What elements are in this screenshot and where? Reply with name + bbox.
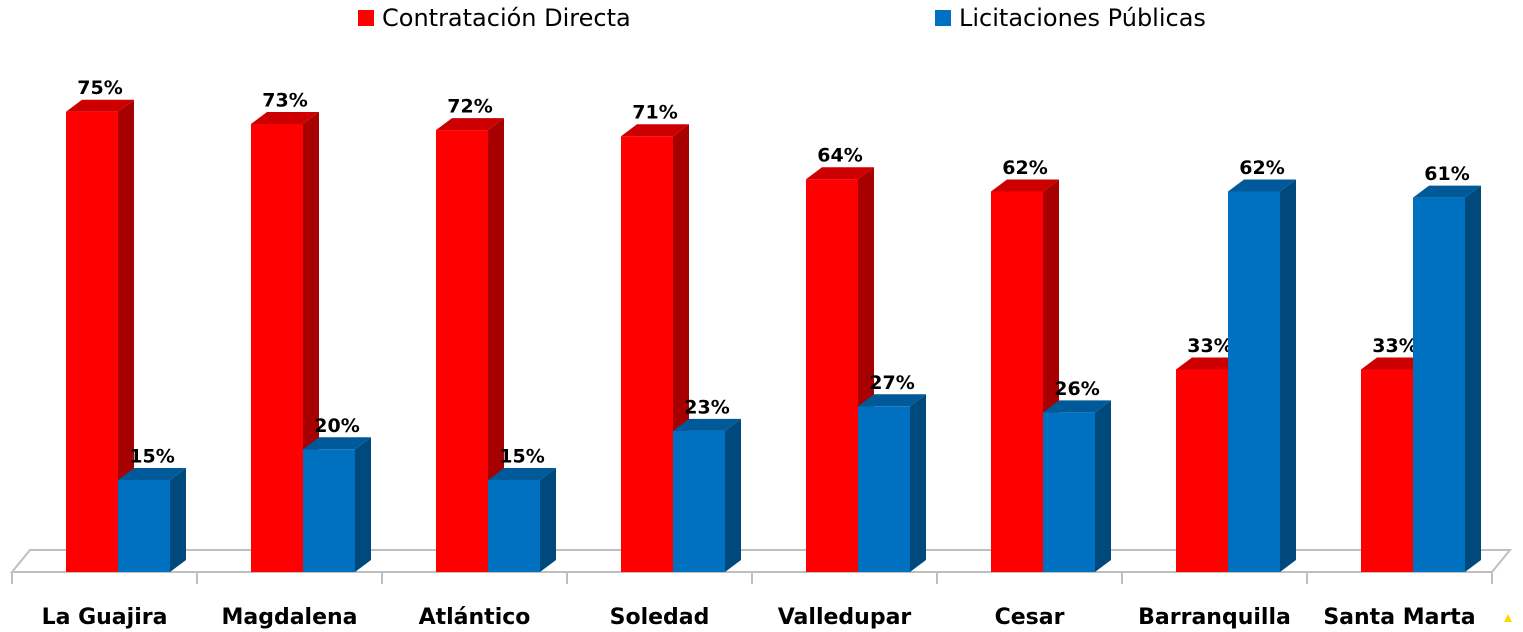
data-label: 61%: [1424, 163, 1469, 185]
data-label: 64%: [817, 145, 862, 167]
bar-side: [540, 467, 556, 572]
legend-label: Licitaciones Públicas: [959, 4, 1206, 32]
bar-top: [858, 394, 926, 407]
bar-top: [303, 437, 371, 450]
data-label: 27%: [869, 372, 914, 394]
bar: [488, 479, 540, 572]
x-tick-label: Magdalena: [221, 605, 357, 630]
bar-top: [436, 118, 504, 131]
bar-top: [488, 467, 556, 480]
bar: [1228, 191, 1280, 572]
bar-top: [621, 124, 689, 137]
x-tick-label: Valledupar: [778, 605, 912, 630]
bar-side: [725, 418, 741, 572]
data-label: 75%: [77, 77, 122, 99]
bar: [673, 430, 725, 572]
bar-top: [66, 99, 134, 112]
bar-top: [1228, 179, 1296, 192]
bar: [991, 191, 1043, 572]
bar: [251, 123, 303, 573]
legend-swatch: [358, 10, 374, 26]
bar: [1043, 412, 1095, 572]
bar: [1413, 197, 1465, 573]
bar-top: [1043, 400, 1111, 413]
legend-swatch: [935, 10, 951, 26]
data-label: 62%: [1239, 157, 1284, 179]
x-tick-label: La Guajira: [42, 605, 168, 630]
bar: [806, 179, 858, 572]
x-tick-label: Atlántico: [419, 605, 531, 630]
bar-top: [806, 167, 874, 180]
bar-side: [355, 437, 371, 572]
bar-top: [1413, 185, 1481, 198]
bar-top: [1361, 357, 1429, 370]
bar-top: [991, 179, 1059, 192]
bar-side: [1280, 179, 1296, 572]
data-label: 72%: [447, 96, 492, 118]
bar-side: [910, 394, 926, 572]
x-tick-label: Santa Marta: [1323, 605, 1475, 630]
bar: [858, 406, 910, 572]
bar: [118, 479, 170, 572]
data-label: 73%: [262, 89, 307, 111]
data-label: 33%: [1372, 335, 1417, 357]
data-label: 20%: [314, 415, 359, 437]
legend-label: Contratación Directa: [382, 4, 631, 32]
x-tick-label: Soledad: [610, 605, 710, 630]
bar: [66, 111, 118, 572]
bar: [303, 449, 355, 572]
data-label: 71%: [632, 102, 677, 124]
data-label: 33%: [1187, 335, 1232, 357]
x-tick-label: Cesar: [995, 605, 1065, 630]
bar-side: [118, 99, 134, 572]
bar-top: [251, 111, 319, 124]
bar-top: [118, 467, 186, 480]
x-tick-label: Barranquilla: [1138, 605, 1291, 630]
bar-top: [1176, 357, 1244, 370]
bar: [1176, 369, 1228, 572]
bar: [621, 136, 673, 573]
bar-top: [673, 418, 741, 431]
data-label: 15%: [129, 445, 174, 467]
bar-side: [488, 118, 504, 572]
data-label: 15%: [499, 445, 544, 467]
bar: [436, 130, 488, 572]
bar: [1361, 369, 1413, 572]
corner-marker: [1504, 614, 1512, 622]
data-label: 62%: [1002, 157, 1047, 179]
bar-side: [170, 467, 186, 572]
bar-side: [1465, 185, 1481, 573]
data-label: 26%: [1054, 378, 1099, 400]
data-label: 23%: [684, 396, 729, 418]
bar-side: [1095, 400, 1111, 572]
